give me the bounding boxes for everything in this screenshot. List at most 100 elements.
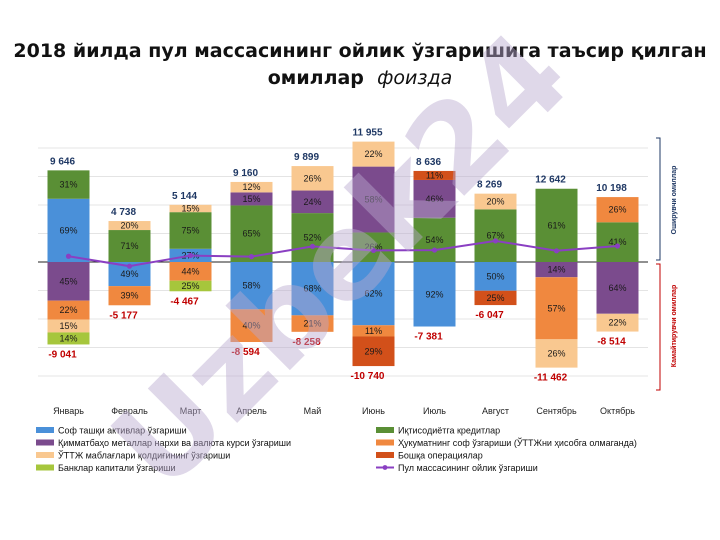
positive-total-label: 8 636 <box>416 157 441 168</box>
bar-segment <box>230 205 273 262</box>
bar-segment <box>596 262 639 314</box>
legend-label: Қимматбаҳо металлар нархи ва валюта курс… <box>58 438 291 448</box>
bar-segment <box>413 170 456 180</box>
money-supply-line <box>65 238 621 269</box>
positive-total-label: 10 198 <box>596 183 627 194</box>
bar-segment <box>596 313 639 332</box>
bar-label: 49% <box>120 269 138 279</box>
x-tick-label: Февраль <box>111 406 148 416</box>
bar-label: 40% <box>242 321 260 331</box>
x-tick-label: Сентябрь <box>536 406 577 416</box>
bar-segment <box>474 209 517 262</box>
bar-segment <box>47 332 90 345</box>
bar-label: 39% <box>120 291 138 301</box>
legend-label: Иқтисодиётга кредитлар <box>398 426 500 436</box>
bar-label: 20% <box>120 221 138 231</box>
chart-title: 2018 йилда пул массасининг ойлик ўзгариш… <box>0 38 720 92</box>
bar-labels: 69%31%45%22%15%14%71%20%49%39%27%75%15%4… <box>59 149 626 358</box>
bar-segment <box>108 230 151 262</box>
x-tick-label: Январь <box>53 406 84 416</box>
bar-label: 69% <box>59 225 77 235</box>
bar-label: 22% <box>59 305 77 315</box>
bar-label: 41% <box>608 237 626 247</box>
negative-total-label: -8 594 <box>231 347 260 358</box>
bar-label: 26% <box>547 348 565 358</box>
positive-total-label: 11 955 <box>352 128 382 139</box>
legend-swatch <box>36 452 54 458</box>
legend-label: Пул массасининг ойлик ўзгариши <box>398 463 538 473</box>
bar-segment <box>535 262 578 278</box>
x-axis-ticks: Январь Февраль Март Апрель Май Июнь Июль Август… <box>53 406 635 416</box>
negative-side-label: Камайтирувчи омиллар <box>670 285 678 367</box>
line-point <box>492 238 499 244</box>
bar-segment <box>352 166 395 233</box>
bar-segment <box>596 197 639 223</box>
title-unit: фоизда <box>377 67 453 89</box>
line-point <box>431 247 438 253</box>
line-point <box>248 254 255 260</box>
bar-label: 67% <box>486 231 504 241</box>
bar-label: 29% <box>364 346 382 356</box>
bar-segment <box>47 198 90 262</box>
bar-label: 24% <box>303 197 321 207</box>
bar-segment <box>352 232 395 262</box>
x-tick-label: Май <box>304 406 322 416</box>
bar-segment <box>169 212 212 249</box>
positive-bracket <box>656 137 661 261</box>
bar-label: 92% <box>425 289 443 299</box>
legend-label: Бошқа операциялар <box>398 451 483 461</box>
x-tick-label: Июль <box>423 406 446 416</box>
legend-label: Соф ташқи активлар ўзгариши <box>58 426 187 436</box>
bar-segment <box>291 166 334 191</box>
bar-segment <box>169 280 212 292</box>
bar-segment <box>230 309 273 343</box>
positive-total-label: 9 160 <box>233 168 258 179</box>
series-line <box>68 239 618 268</box>
bar-segment <box>291 315 334 332</box>
bar-segment <box>352 262 395 326</box>
bar-label: 26% <box>364 242 382 252</box>
line-point <box>370 247 377 254</box>
bar-label: 58% <box>242 281 260 291</box>
bar-label: 15% <box>242 194 260 204</box>
bar-segment <box>230 181 273 193</box>
legend-swatch <box>36 427 54 433</box>
positive-total-label: 9 646 <box>50 156 75 167</box>
negative-total-label: -7 381 <box>414 332 443 343</box>
bar-label: 15% <box>59 321 77 331</box>
total-labels: 9 646 -9 041 4 738 -5 177 5 144 -4 467 9 160 -8… <box>48 128 627 384</box>
bar-segment <box>352 336 395 367</box>
positive-total-label: 9 899 <box>294 152 319 163</box>
x-tick-label: Июнь <box>362 406 385 416</box>
line-point <box>126 263 133 269</box>
bar-label: 20% <box>486 197 504 207</box>
bar-label: 11% <box>426 170 443 180</box>
negative-total-label: -9 041 <box>48 349 77 360</box>
bar-segment <box>596 222 639 262</box>
bar-label: 65% <box>242 229 260 239</box>
bar-label: 58% <box>364 195 382 205</box>
bar-label: 11% <box>365 326 382 336</box>
negative-total-label: -4 467 <box>170 296 199 307</box>
bar-segment <box>108 286 151 306</box>
x-tick-label: Март <box>180 406 202 416</box>
bar-label: 54% <box>425 235 443 245</box>
bar-label: 64% <box>608 283 626 293</box>
positive-side-label: Оширувчи омиллар <box>671 166 678 235</box>
line-point <box>187 252 194 259</box>
negative-total-label: -8 258 <box>292 337 321 348</box>
bar-segment <box>413 262 456 327</box>
positive-total-label: 8 269 <box>477 180 502 191</box>
bar-label: 12% <box>242 182 260 192</box>
legend-swatch <box>376 452 394 458</box>
bar-label: 44% <box>181 266 199 276</box>
bar-label: 46% <box>425 194 443 204</box>
bar-label: 21% <box>303 319 321 329</box>
bar-label: 22% <box>608 318 626 328</box>
x-tick-label: Апрель <box>236 406 267 416</box>
legend-label: ЎТТЖ маблағлари қолдиғининг ўзгариши <box>58 450 230 461</box>
bar-label: 62% <box>364 289 382 299</box>
bar-segment <box>47 170 90 199</box>
negative-bracket <box>656 263 661 391</box>
